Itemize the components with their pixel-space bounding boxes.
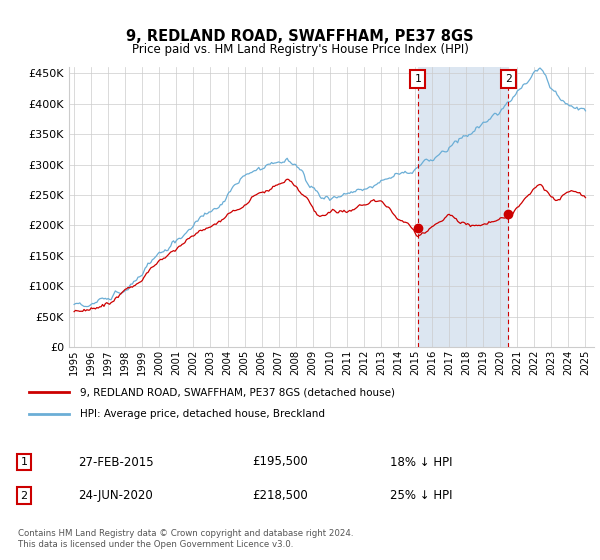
Text: £218,500: £218,500 — [252, 489, 308, 502]
Text: Contains HM Land Registry data © Crown copyright and database right 2024.
This d: Contains HM Land Registry data © Crown c… — [18, 529, 353, 549]
Text: HPI: Average price, detached house, Breckland: HPI: Average price, detached house, Brec… — [80, 409, 325, 419]
Text: Price paid vs. HM Land Registry's House Price Index (HPI): Price paid vs. HM Land Registry's House … — [131, 43, 469, 56]
Text: 2: 2 — [505, 74, 512, 85]
Text: 9, REDLAND ROAD, SWAFFHAM, PE37 8GS: 9, REDLAND ROAD, SWAFFHAM, PE37 8GS — [126, 29, 474, 44]
Text: 25% ↓ HPI: 25% ↓ HPI — [390, 489, 452, 502]
Text: 18% ↓ HPI: 18% ↓ HPI — [390, 455, 452, 469]
Text: 27-FEB-2015: 27-FEB-2015 — [78, 455, 154, 469]
Text: 24-JUN-2020: 24-JUN-2020 — [78, 489, 153, 502]
Text: 1: 1 — [20, 457, 28, 467]
Text: 9, REDLAND ROAD, SWAFFHAM, PE37 8GS (detached house): 9, REDLAND ROAD, SWAFFHAM, PE37 8GS (det… — [80, 387, 395, 397]
Bar — [418, 67, 508, 347]
Text: 1: 1 — [414, 74, 421, 85]
Text: £195,500: £195,500 — [252, 455, 308, 469]
Text: 2: 2 — [20, 491, 28, 501]
